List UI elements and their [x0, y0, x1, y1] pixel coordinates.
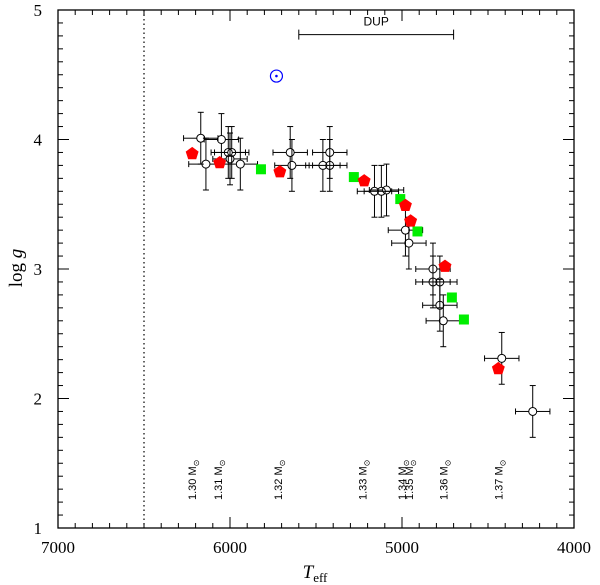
model-square-point: [395, 194, 406, 205]
observed-marker: [438, 316, 448, 326]
x-tick-label: 6000: [213, 538, 247, 557]
observed-stars-series: [183, 111, 551, 438]
observed-marker: [287, 160, 297, 170]
model-pentagon-point: [185, 146, 199, 160]
dup-range: DUP: [298, 15, 455, 40]
observed-marker: [497, 353, 507, 363]
mass-label: 1.31 M⊙: [213, 460, 227, 500]
observed-marker: [376, 186, 386, 196]
x-tick-label: 4000: [557, 538, 591, 557]
model-square-point: [412, 226, 423, 237]
mass-label: 1.34 M⊙: [397, 460, 411, 500]
observed-point: [222, 137, 259, 191]
observed-marker: [225, 154, 235, 164]
axis-ticks: [57, 9, 575, 529]
mass-labels: 1.30 M⊙ 1.31 M⊙ 1.32 M⊙ 1.33 M⊙ 1.34 M⊙1.35 …: [187, 460, 507, 500]
observed-point: [515, 385, 551, 438]
observed-marker: [227, 147, 237, 157]
sun-ring: [269, 69, 284, 83]
x-tick-label: 5000: [385, 538, 419, 557]
model-pentagon-point: [357, 174, 371, 187]
observed-point: [312, 139, 348, 192]
observed-point: [484, 331, 520, 385]
observed-point: [368, 163, 405, 217]
observed-marker: [216, 135, 226, 144]
observed-marker: [201, 159, 211, 169]
y-tick-label: 4: [34, 131, 43, 150]
observed-point: [272, 126, 308, 179]
observed-marker: [285, 147, 295, 157]
model-square-point: [255, 164, 266, 175]
mass-label: 1.35 M⊙: [404, 460, 418, 500]
x-axis-title: Teff: [303, 562, 328, 585]
dup-label: DUP: [364, 15, 389, 29]
model-square-series: [255, 164, 469, 325]
plot-frame: [57, 9, 575, 529]
model-square-point: [446, 292, 457, 303]
observed-point: [422, 278, 458, 332]
model-pentagon-point: [491, 361, 505, 375]
sun-symbol: [269, 69, 284, 83]
axis-tick-labels: 7000 6000 5000 4000 1 2 3 4 5: [34, 1, 592, 557]
model-pentagon-point: [438, 259, 452, 272]
y-axis-title: log g: [6, 249, 27, 288]
y-tick-label: 3: [34, 260, 43, 279]
observed-point: [363, 164, 400, 218]
observed-marker: [400, 225, 410, 235]
observed-marker: [528, 406, 538, 416]
observed-marker: [404, 238, 414, 248]
observed-point: [183, 111, 219, 165]
observed-point: [425, 294, 461, 348]
model-pentagon-series: [185, 146, 505, 375]
y-tick-label: 2: [34, 390, 43, 409]
observed-marker: [435, 300, 445, 310]
model-pentagon-point: [404, 214, 418, 227]
sun-center-dot: [275, 74, 278, 78]
observed-marker: [235, 159, 245, 169]
observed-point: [274, 139, 310, 192]
mass-label: 1.33 M⊙: [357, 460, 371, 500]
observed-marker: [382, 185, 392, 195]
y-tick-label: 1: [34, 519, 43, 538]
mass-label: 1.32 M⊙: [273, 460, 287, 500]
y-tick-label: 5: [34, 1, 43, 20]
x-tick-label: 7000: [41, 538, 75, 557]
model-square-point: [348, 172, 359, 183]
mass-label: 1.37 M⊙: [493, 460, 507, 500]
model-pentagon-point: [273, 165, 287, 178]
mass-label: 1.36 M⊙: [438, 460, 452, 500]
observed-point: [214, 126, 250, 179]
model-pentagon-point: [399, 198, 412, 211]
model-square-point: [458, 314, 469, 325]
model-pentagon-point: [213, 156, 227, 169]
mass-label: 1.30 M⊙: [187, 460, 201, 500]
observed-marker: [325, 160, 335, 170]
